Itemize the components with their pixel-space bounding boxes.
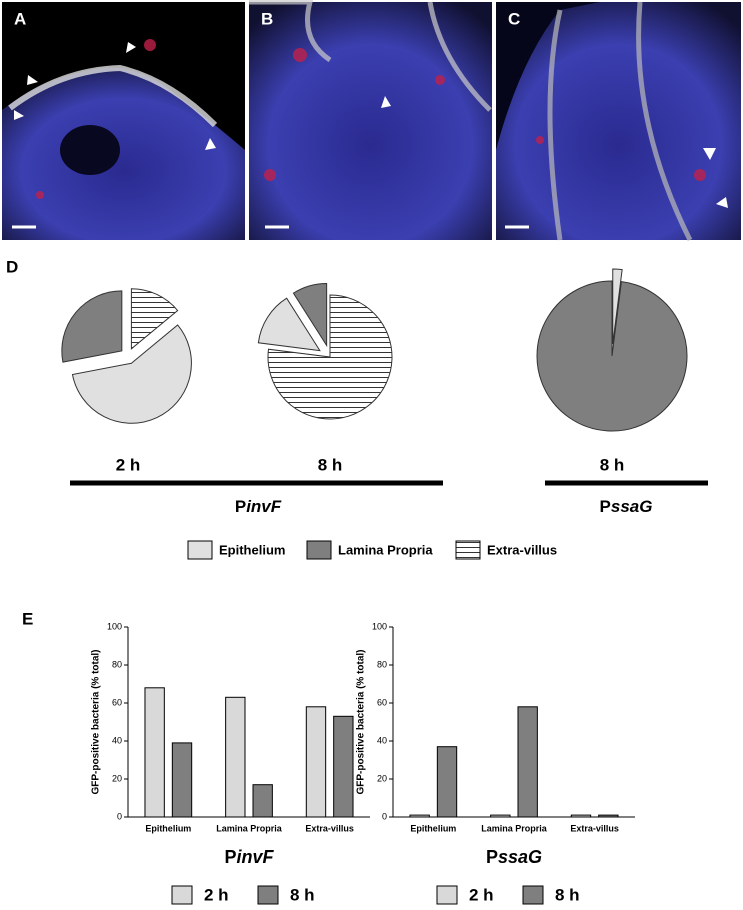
- group-label: PssaG: [600, 497, 653, 516]
- pie-slice: [71, 324, 192, 424]
- y-tick-label: 0: [382, 811, 387, 821]
- bar: [570, 814, 592, 818]
- chart-title: PssaG: [486, 847, 542, 867]
- y-tick-label: 20: [377, 773, 387, 783]
- bar: [436, 746, 458, 818]
- legend-swatch: [455, 540, 481, 560]
- x-tick-label: Lamina Propria: [481, 823, 548, 833]
- x-tick-label: Epithelium: [410, 823, 456, 833]
- pie-slice: [257, 297, 321, 352]
- x-tick-label: Extra-villus: [570, 823, 619, 833]
- bar: [598, 814, 619, 818]
- y-tick-label: 0: [117, 811, 122, 821]
- group-label: PinvF: [235, 497, 282, 516]
- legend-swatch: [522, 885, 544, 905]
- chart-title-part: invF: [237, 847, 275, 867]
- pie-slice: [292, 282, 328, 348]
- y-tick-label: 40: [112, 735, 122, 745]
- pie-title: 8 h: [318, 455, 343, 474]
- y-tick-label: 100: [107, 621, 122, 631]
- chart-title-part: ssaG: [498, 847, 542, 867]
- legend-label: 2 h: [204, 885, 229, 904]
- group-label-part: ssaG: [611, 497, 653, 516]
- legend-label: 8 h: [290, 885, 315, 904]
- legend-swatch: [436, 885, 458, 905]
- group-label-part: P: [600, 497, 611, 516]
- legend-label: Extra-villus: [487, 542, 557, 557]
- legend-label: Epithelium: [219, 542, 285, 557]
- x-tick-label: Epithelium: [145, 823, 191, 833]
- x-tick-label: Lamina Propria: [216, 823, 283, 833]
- chart-title-part: P: [486, 847, 498, 867]
- micrographs: [2, 0, 741, 242]
- y-axis-label: GFP-positive bacteria (% total): [91, 649, 102, 794]
- pie-title: 8 h: [600, 455, 625, 474]
- panel-letter: A: [14, 9, 26, 28]
- bar: [225, 696, 246, 818]
- panel-letter: E: [22, 609, 33, 628]
- bar: [252, 784, 273, 818]
- y-tick-label: 40: [377, 735, 387, 745]
- panel-letter: D: [6, 257, 18, 276]
- legend-label: Lamina Propria: [338, 542, 433, 557]
- legend-swatch: [257, 885, 279, 905]
- y-tick-label: 60: [377, 697, 387, 707]
- pie-slice: [612, 268, 623, 345]
- pie-title: 2 h: [116, 455, 141, 474]
- legend-label: 2 h: [469, 885, 494, 904]
- pie-slice: [267, 294, 393, 420]
- y-tick-label: 100: [372, 621, 387, 631]
- bar: [305, 706, 327, 818]
- panel-letter: C: [508, 9, 520, 28]
- group-label-part: invF: [246, 497, 282, 516]
- pie-slice: [536, 280, 688, 432]
- group-label-part: P: [235, 497, 246, 516]
- bar: [333, 715, 354, 818]
- legend-label: 8 h: [555, 885, 580, 904]
- y-tick-label: 60: [112, 697, 122, 707]
- panel-letter: B: [261, 9, 273, 28]
- legend-swatch: [171, 885, 193, 905]
- legend-swatch: [306, 540, 332, 560]
- pie-slice: [61, 290, 123, 363]
- y-tick-label: 80: [112, 659, 122, 669]
- bar: [144, 687, 165, 818]
- chart-title-part: P: [224, 847, 236, 867]
- x-tick-label: Extra-villus: [305, 823, 354, 833]
- chart-title: PinvF: [224, 847, 274, 867]
- bar: [409, 814, 430, 818]
- bar: [490, 814, 511, 818]
- bar: [517, 706, 538, 818]
- bar: [171, 742, 193, 818]
- legend-swatch: [187, 540, 213, 560]
- pie-slice: [130, 288, 179, 350]
- y-tick-label: 20: [112, 773, 122, 783]
- y-tick-label: 80: [377, 659, 387, 669]
- y-axis-label: GFP-positive bacteria (% total): [356, 649, 367, 794]
